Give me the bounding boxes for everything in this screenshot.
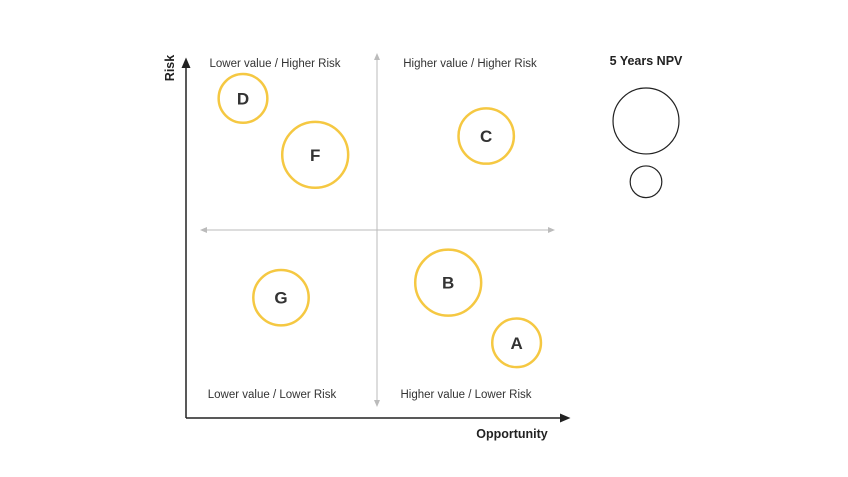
legend-circle-small xyxy=(629,165,663,199)
quadrant-label-bottom-left: Lower value / Lower Risk xyxy=(208,389,337,401)
x-axis-title: Opportunity xyxy=(476,427,548,441)
bubble-label-a: A xyxy=(510,334,522,353)
bubble-g xyxy=(252,268,310,327)
quadrant-label-top-right: Higher value / Higher Risk xyxy=(403,58,537,70)
bubble-label-c: C xyxy=(480,127,492,146)
bubble-label-d: D xyxy=(237,89,249,108)
bubble-c xyxy=(457,107,516,165)
quadrant-label-bottom-right: Higher value / Lower Risk xyxy=(400,389,531,401)
bubble-label-f: F xyxy=(310,146,320,165)
bubble-series: D F C G B A xyxy=(217,72,543,369)
y-axis-title: Risk xyxy=(163,55,177,81)
legend-title: 5 Years NPV xyxy=(610,54,683,68)
bubble-d xyxy=(217,72,269,124)
bubble-f xyxy=(280,120,350,190)
bubble-label-b: B xyxy=(442,274,454,293)
bubble-b xyxy=(413,248,483,317)
quadrant-label-top-left: Lower value / Higher Risk xyxy=(209,58,340,70)
bubble-a xyxy=(491,317,543,369)
legend-circle-large xyxy=(612,87,680,155)
bubble-label-g: G xyxy=(274,289,287,308)
size-legend: 5 Years NPV xyxy=(610,54,683,199)
